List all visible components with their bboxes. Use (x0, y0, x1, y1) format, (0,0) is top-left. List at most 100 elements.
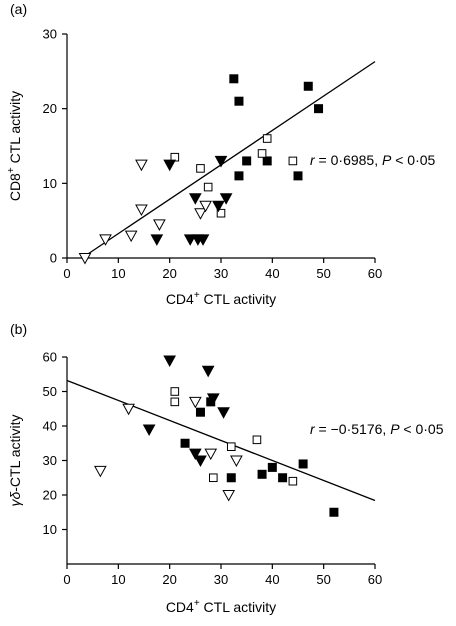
data-point-filled-triangle (163, 159, 177, 172)
annotation-p-symbol: P (382, 152, 392, 168)
data-point-filled-triangle (206, 393, 220, 405)
data-point-filled-square (303, 81, 313, 91)
y-tick-label: 10 (43, 176, 57, 191)
data-point-open-triangle (188, 396, 202, 409)
x-axis-title: CD4+ CTL activity (166, 598, 276, 615)
x-tick-label: 10 (111, 266, 125, 281)
y-tick-label: 10 (43, 522, 57, 537)
y-axis-title-superscript: + (6, 167, 17, 173)
annotation-r-symbol: r (310, 421, 316, 437)
data-point-open-square (203, 182, 213, 192)
x-tick-label: 30 (214, 266, 228, 281)
data-point-filled-triangle (212, 200, 225, 213)
regression-line (87, 61, 376, 255)
data-point-filled-triangle (188, 448, 202, 461)
y-axis-title-rest: CTL activity (7, 91, 23, 168)
x-tick-label: 10 (111, 572, 125, 587)
data-point-open-square (196, 164, 205, 173)
data-point-filled-triangle (194, 455, 207, 468)
x-tick-label: 60 (368, 266, 382, 281)
y-axis-title: CD8+ CTL activity (6, 91, 23, 201)
data-point-filled-square (226, 473, 236, 483)
data-point-open-square (226, 442, 236, 451)
data-point-open-square (262, 134, 272, 143)
data-point-filled-square (195, 407, 205, 417)
data-point-filled-square (234, 96, 244, 106)
data-point-open-triangle (99, 234, 112, 246)
y-axis-title: γδ-CTL activity (7, 414, 23, 506)
data-point-filled-triangle (201, 365, 215, 378)
annotation-r-symbol: r (310, 152, 316, 168)
x-tick-label: 50 (316, 572, 330, 587)
data-point-open-triangle (135, 204, 148, 217)
data-point-filled-triangle (183, 234, 197, 246)
data-point-open-triangle (204, 448, 218, 461)
data-point-open-triangle (124, 230, 138, 243)
data-point-filled-triangle (214, 155, 228, 168)
regression-line (66, 379, 376, 502)
data-point-filled-triangle (163, 355, 177, 367)
data-point-open-triangle (78, 253, 92, 265)
panel-b: (b) 0 10 20 30 40 50 60 10 20 30 40 50 60 CD4+ CTL act… (7, 321, 444, 615)
data-point-filled-triangle (188, 193, 202, 205)
x-tick-label: 60 (368, 572, 382, 587)
data-point-filled-square (234, 171, 244, 181)
data-point-open-triangle (194, 208, 207, 220)
x-axis-title-rest: CTL activity (200, 291, 277, 307)
y-tick-label: 40 (43, 419, 57, 434)
data-point-open-triangle (222, 490, 236, 502)
data-point-filled-triangle (142, 424, 156, 436)
x-axis-title-rest: CTL activity (200, 599, 277, 615)
annotation-p-symbol: P (390, 421, 400, 437)
data-point-open-triangle (153, 219, 166, 231)
data-point-open-triangle (94, 465, 107, 478)
data-point-open-square (252, 435, 262, 445)
y-tick-label: 0 (50, 251, 57, 266)
y-tick-label: 20 (43, 488, 57, 503)
data-point-filled-square (329, 507, 339, 517)
data-point-open-square (216, 208, 226, 218)
y-axis-title-main: CD8 (7, 173, 23, 201)
data-point-filled-triangle (219, 193, 233, 205)
panel-label: (b) (10, 321, 27, 337)
data-point-open-triangle (135, 159, 148, 172)
data-point-filled-square (278, 473, 288, 483)
x-tick-label: 20 (162, 266, 176, 281)
x-axis-title-main: CD4 (166, 599, 194, 615)
data-point-open-triangle (122, 403, 135, 416)
data-point-filled-triangle (217, 407, 230, 419)
correlation-annotation: r = −0·5176, P < 0·05 (310, 421, 444, 437)
data-point-filled-triangle (150, 234, 164, 246)
data-point-filled-square (314, 104, 324, 114)
data-point-open-square (257, 149, 267, 158)
data-point-filled-square (229, 74, 239, 84)
data-point-filled-square (298, 459, 308, 469)
panel-label: (a) (10, 1, 27, 17)
annotation-r-value: = 0·6985, (315, 152, 382, 168)
data-point-open-triangle (199, 200, 212, 213)
x-tick-label: 40 (265, 572, 279, 587)
data-point-open-square (170, 387, 180, 396)
data-point-filled-square (180, 438, 190, 448)
y-tick-label: 50 (43, 384, 57, 399)
annotation-p-value: < 0·05 (391, 152, 435, 168)
data-point-filled-square (242, 156, 252, 166)
data-point-filled-square (293, 171, 303, 181)
x-tick-label: 50 (316, 266, 330, 281)
correlation-annotation: r = 0·6985, P < 0·05 (310, 152, 436, 168)
annotation-p-value: < 0·05 (400, 421, 444, 437)
x-tick-label: 20 (162, 572, 176, 587)
x-axis-title: CD4+ CTL activity (166, 290, 276, 307)
data-point-filled-square (267, 462, 277, 472)
data-point-open-square (209, 473, 218, 483)
data-point-open-square (288, 156, 298, 166)
x-tick-label: 40 (265, 266, 279, 281)
y-tick-label: 30 (43, 27, 57, 42)
x-tick-label: 0 (63, 266, 70, 281)
x-axis-title-superscript: + (194, 290, 200, 301)
data-point-open-square (170, 397, 180, 407)
data-point-filled-square (257, 469, 267, 479)
annotation-r-value: = −0·5176, (315, 421, 391, 437)
